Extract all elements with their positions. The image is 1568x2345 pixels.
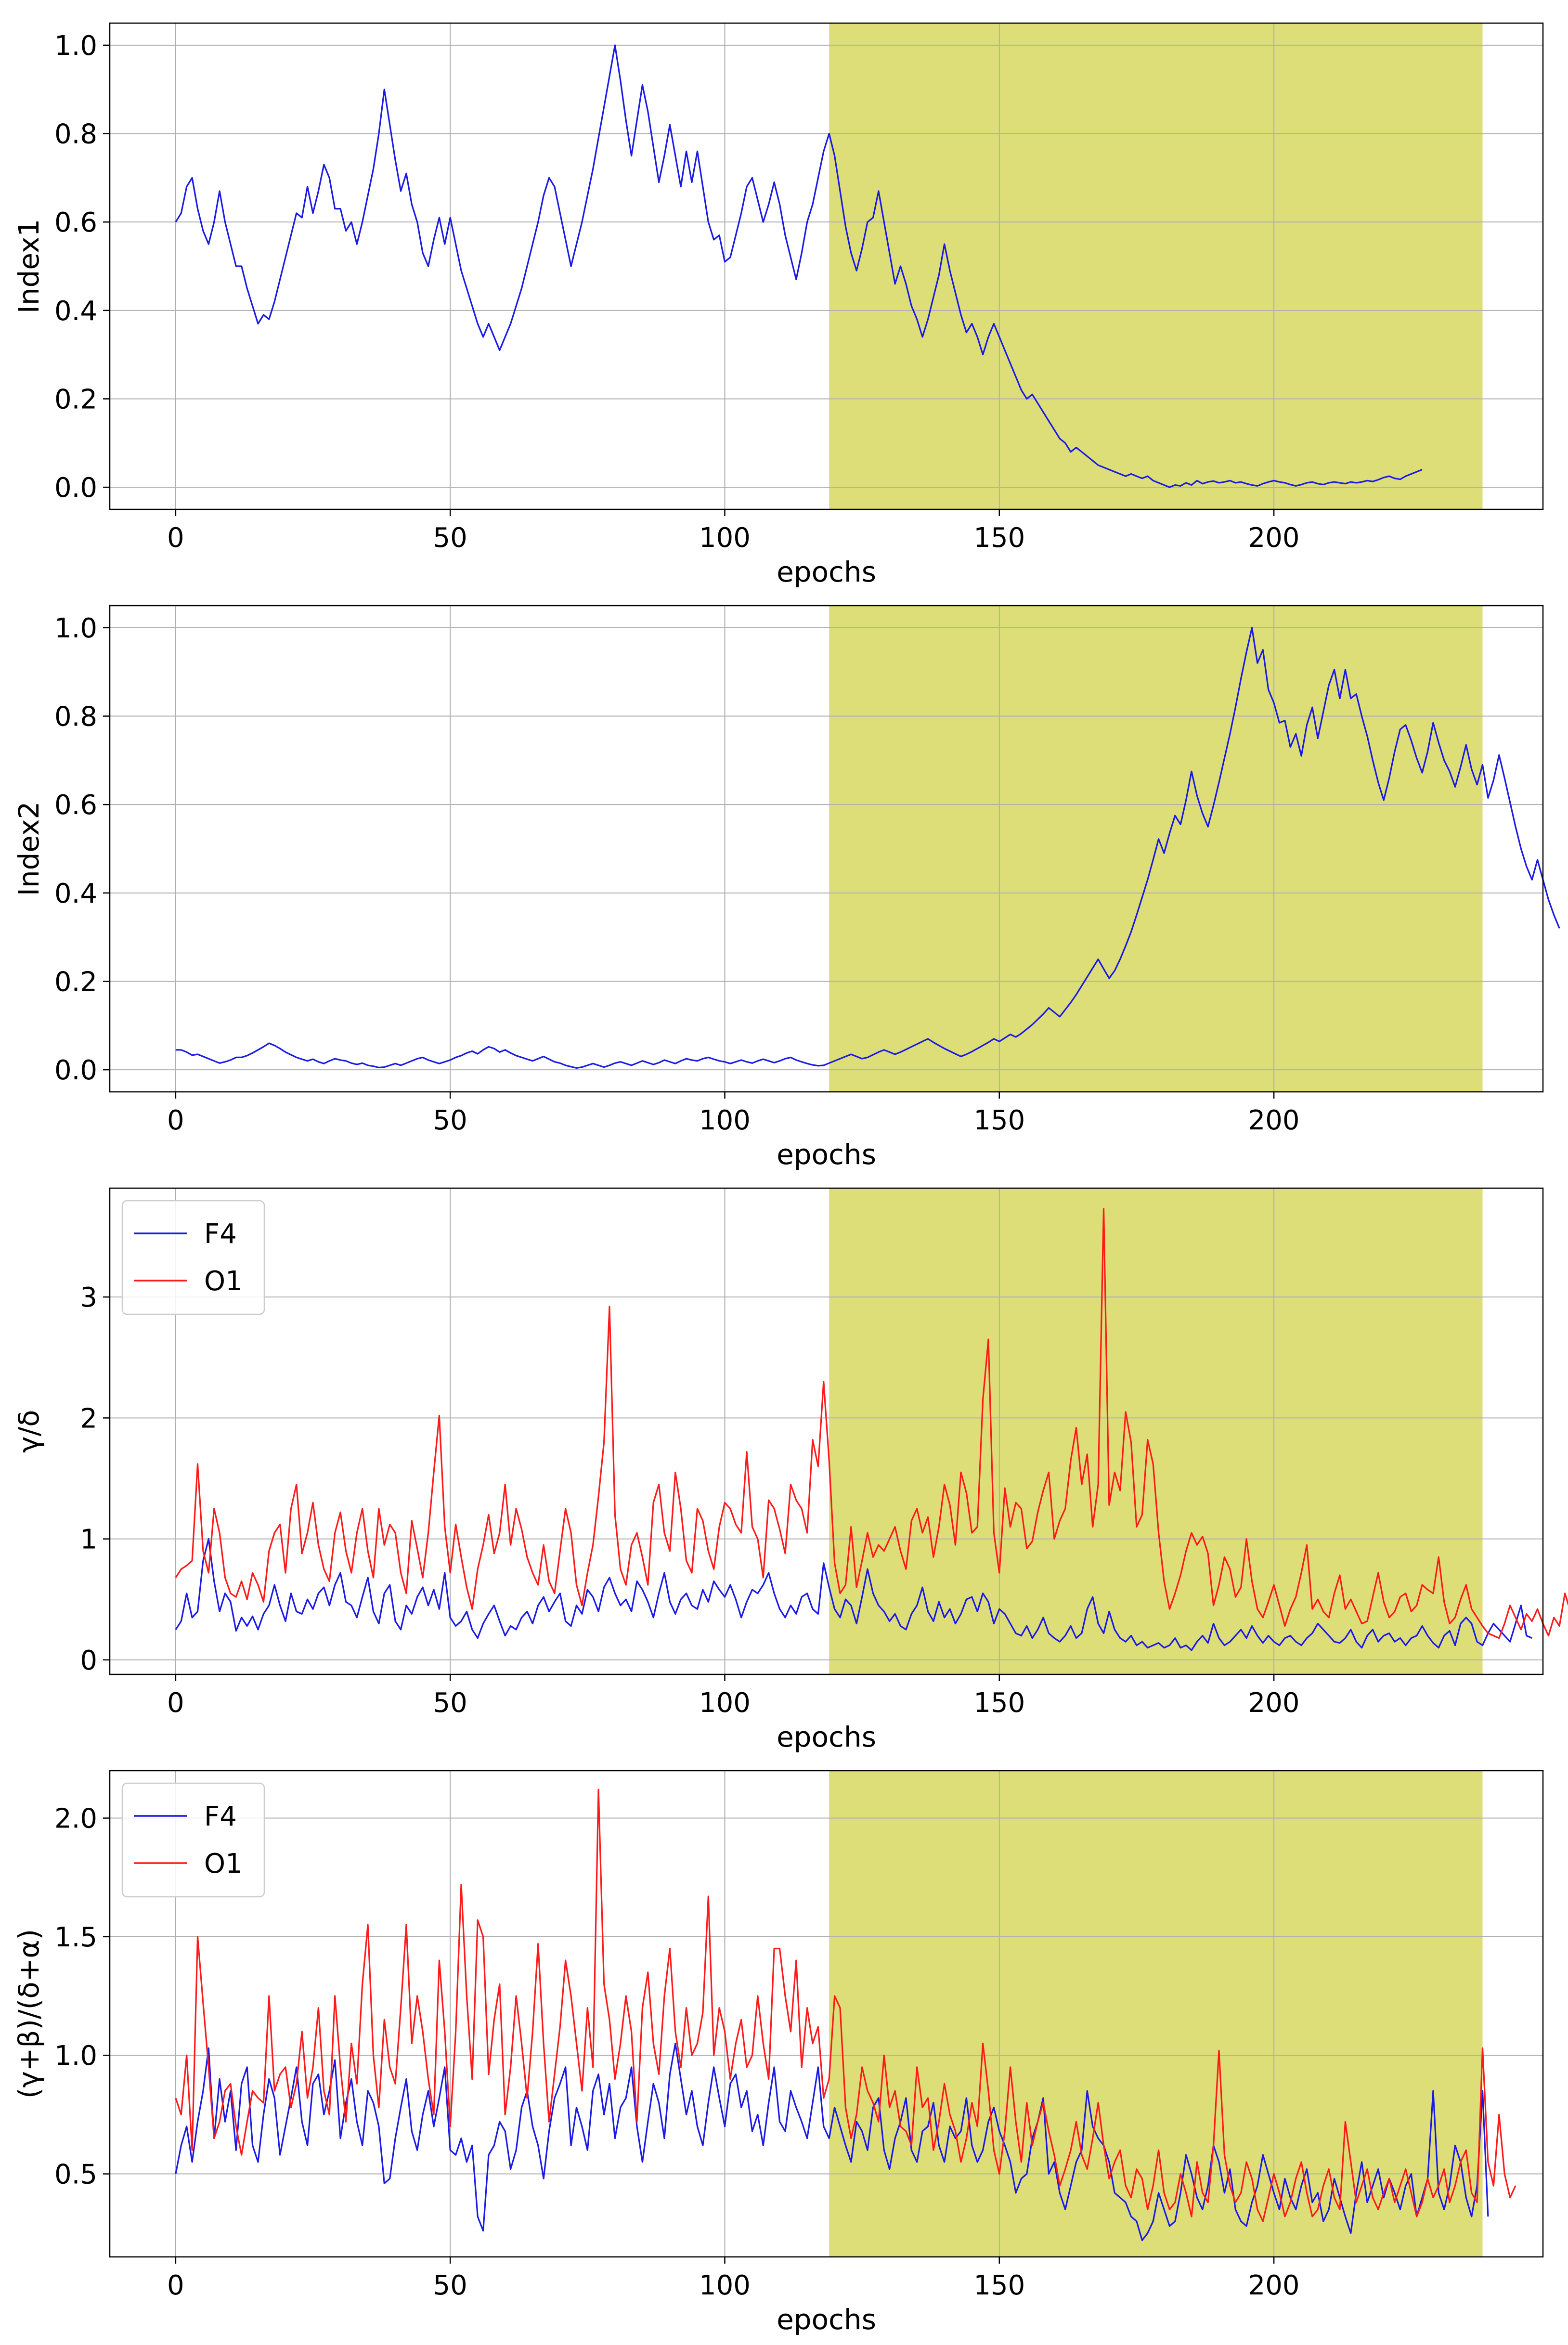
- axes-frame: [109, 22, 1544, 510]
- x-tick-label: 0: [167, 1687, 184, 1719]
- x-tick-label: 50: [433, 1687, 467, 1719]
- x-tick-label: 200: [1248, 522, 1300, 554]
- y-axis-label: Index1: [13, 219, 45, 314]
- legend-box: [121, 1782, 265, 1898]
- y-tick-label: 0.8: [54, 119, 97, 150]
- y-tick-label: 0.4: [54, 296, 97, 327]
- x-tick-label: 100: [699, 522, 751, 554]
- x-tick-label: 0: [167, 2270, 184, 2301]
- y-tick-label: 1.0: [54, 30, 97, 62]
- legend-label-f4: F4: [204, 1801, 237, 1832]
- y-tick-label: 0.8: [54, 701, 97, 733]
- y-tick-label: 0.4: [54, 878, 97, 909]
- x-tick-label: 150: [973, 522, 1025, 554]
- legend-box: [121, 1200, 265, 1315]
- y-tick-label: 0.0: [54, 472, 97, 504]
- y-tick-label: 0.5: [54, 2159, 97, 2190]
- y-tick-label: 1.0: [54, 2040, 97, 2072]
- series-line-f4: [175, 1538, 1532, 1651]
- x-tick-label: 150: [973, 1105, 1025, 1136]
- axes-frame: [109, 1770, 1544, 2258]
- y-tick-label: 2: [80, 1403, 97, 1434]
- x-tick-label: 50: [433, 2270, 467, 2301]
- axes-frame: [109, 1187, 1544, 1675]
- legend-label-o1: O1: [204, 1266, 243, 1297]
- x-tick-label: 50: [433, 1105, 467, 1136]
- axes-frame: [109, 605, 1544, 1093]
- legend: F4 O1: [121, 1200, 265, 1315]
- series-line-f4: [175, 2043, 1489, 2241]
- chart-1: 0 50 100 150 200 0.0 0.2 0.4 0.6 0.8 1.0 epochs Inde…: [13, 22, 1544, 588]
- x-tick-label: 200: [1248, 2270, 1300, 2301]
- y-tick-label: 0.6: [54, 207, 97, 238]
- x-tick-label: 0: [167, 522, 184, 554]
- legend-label-o1: O1: [204, 1848, 243, 1879]
- x-tick-label: 0: [167, 1105, 184, 1136]
- x-tick-label: 100: [699, 2270, 751, 2301]
- shaded-region: [829, 1771, 1483, 2257]
- x-tick-label: 100: [699, 1105, 751, 1136]
- y-axis-label: (γ+β)/(δ+α): [13, 1929, 45, 2099]
- series-line-o1: [175, 1788, 1516, 2222]
- x-tick-label: 50: [433, 522, 467, 554]
- series-line-index: [175, 627, 1560, 1069]
- x-axis-label: epochs: [777, 2303, 876, 2336]
- chart-3: 0 50 100 150 200 0 1 2 3 epochs γ/δ F4 O1: [13, 1187, 1568, 1753]
- x-axis-label: epochs: [777, 1721, 876, 1753]
- y-tick-label: 0.2: [54, 966, 97, 998]
- series-line-index: [175, 44, 1423, 488]
- x-axis-label: epochs: [777, 1138, 876, 1171]
- x-tick-label: 200: [1248, 1687, 1300, 1719]
- legend-label-f4: F4: [204, 1218, 237, 1250]
- y-tick-label: 1.0: [54, 613, 97, 644]
- y-tick-label: 0.2: [54, 384, 97, 415]
- series-line-o1: [175, 1208, 1568, 1639]
- chart-4: 0 50 100 150 200 0.5 1.0 1.5 2.0 epochs (γ+β)/(δ+α…: [13, 1770, 1544, 2336]
- y-axis-label: γ/δ: [13, 1410, 45, 1452]
- y-tick-label: 0.6: [54, 790, 97, 821]
- y-tick-label: 2.0: [54, 1803, 97, 1835]
- y-axis-label: Index2: [13, 802, 45, 896]
- y-tick-label: 0.0: [54, 1055, 97, 1086]
- shaded-region: [829, 1188, 1483, 1674]
- y-tick-label: 1: [80, 1524, 97, 1555]
- chart-2: 0 50 100 150 200 0.0 0.2 0.4 0.6 0.8 1.0 epochs Inde…: [13, 605, 1560, 1171]
- y-tick-label: 1.5: [54, 1922, 97, 1953]
- y-tick-label: 3: [80, 1282, 97, 1313]
- x-axis-label: epochs: [777, 556, 876, 588]
- x-tick-label: 150: [973, 1687, 1025, 1719]
- x-tick-label: 200: [1248, 1105, 1300, 1136]
- legend: F4 O1: [121, 1782, 265, 1898]
- shaded-region: [829, 23, 1483, 509]
- x-tick-label: 150: [973, 2270, 1025, 2301]
- x-tick-label: 100: [699, 1687, 751, 1719]
- y-tick-label: 0: [80, 1645, 97, 1676]
